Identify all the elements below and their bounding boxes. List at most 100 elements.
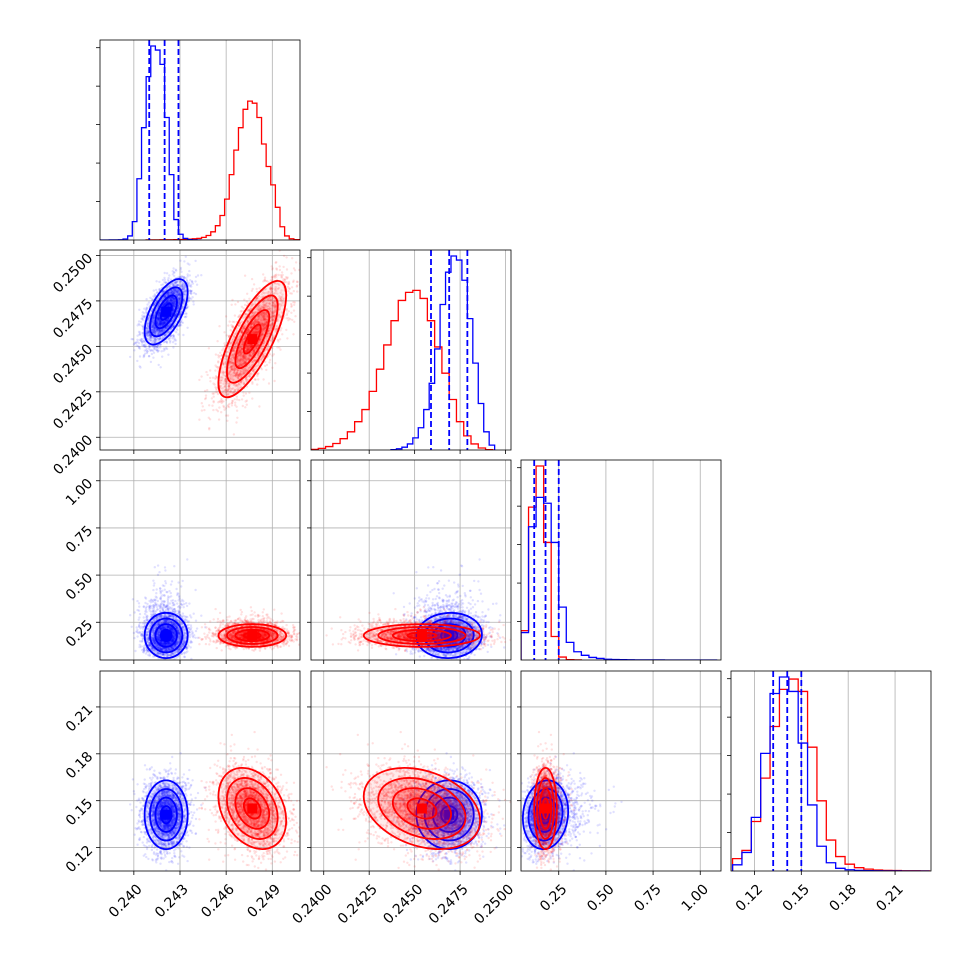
scatter-point bbox=[171, 297, 174, 300]
scatter-point bbox=[152, 316, 155, 319]
scatter-point bbox=[156, 322, 159, 326]
scatter-point bbox=[158, 328, 162, 332]
scatter-point bbox=[172, 334, 175, 337]
scatter-point bbox=[157, 322, 160, 325]
scatter-point bbox=[166, 278, 170, 282]
scatter-point bbox=[179, 276, 182, 279]
scatter-point bbox=[169, 299, 173, 302]
scatter-point bbox=[147, 330, 150, 333]
scatter-point bbox=[181, 287, 184, 291]
scatter-point bbox=[172, 291, 176, 294]
scatter-point bbox=[155, 344, 159, 348]
scatter-point bbox=[145, 327, 149, 330]
scatter-point bbox=[160, 298, 164, 301]
scatter-point bbox=[265, 368, 268, 372]
scatter-point bbox=[182, 282, 185, 286]
scatter-point bbox=[222, 400, 225, 403]
scatter-point bbox=[291, 257, 294, 260]
scatter-point bbox=[292, 289, 295, 293]
scatter-point bbox=[157, 311, 161, 315]
scatter-point bbox=[171, 296, 174, 300]
scatter-point bbox=[134, 341, 137, 344]
scatter-point bbox=[238, 398, 241, 402]
scatter-point bbox=[220, 411, 223, 414]
scatter-point bbox=[200, 409, 204, 412]
scatter-point bbox=[151, 325, 154, 328]
scatter-point bbox=[223, 331, 226, 334]
scatter-point bbox=[167, 318, 170, 321]
scatter-point bbox=[163, 322, 166, 326]
scatter-point bbox=[192, 300, 195, 303]
scatter-point bbox=[176, 288, 179, 291]
scatter-point bbox=[158, 312, 161, 316]
scatter-point bbox=[175, 290, 179, 294]
scatter-point bbox=[177, 305, 180, 309]
scatter-point bbox=[149, 335, 153, 338]
scatter-point bbox=[171, 308, 175, 311]
scatter-point bbox=[190, 289, 194, 293]
scatter-point bbox=[164, 302, 167, 305]
scatter-point bbox=[160, 324, 163, 327]
scatter-point bbox=[162, 347, 166, 350]
scatter-point bbox=[175, 289, 178, 292]
scatter-point bbox=[167, 291, 171, 295]
scatter-point bbox=[161, 328, 165, 331]
scatter-point bbox=[182, 290, 185, 294]
scatter-point bbox=[166, 331, 169, 334]
scatter-point bbox=[177, 296, 180, 300]
scatter-point bbox=[224, 407, 228, 410]
scatter-point bbox=[155, 339, 158, 342]
scatter-point bbox=[145, 333, 148, 337]
scatter-point bbox=[161, 321, 164, 325]
scatter-point bbox=[169, 299, 172, 302]
scatter-point bbox=[141, 316, 144, 319]
scatter-point bbox=[162, 323, 165, 326]
scatter-point bbox=[164, 295, 167, 298]
scatter-point bbox=[174, 281, 177, 284]
scatter-point bbox=[157, 331, 161, 334]
scatter-point bbox=[171, 273, 175, 276]
scatter-point bbox=[157, 314, 160, 317]
scatter-point bbox=[162, 290, 165, 293]
scatter-point bbox=[166, 292, 169, 295]
scatter-point bbox=[165, 319, 168, 322]
scatter-point bbox=[171, 337, 174, 340]
scatter-point bbox=[179, 296, 182, 300]
scatter-point bbox=[157, 320, 161, 323]
scatter-point bbox=[145, 349, 148, 352]
scatter-point bbox=[142, 355, 145, 359]
scatter-point bbox=[189, 285, 192, 288]
scatter-point bbox=[157, 316, 160, 319]
scatter-point bbox=[154, 329, 157, 332]
scatter-point bbox=[183, 276, 186, 279]
scatter-point bbox=[188, 291, 192, 295]
scatter-point bbox=[173, 302, 176, 306]
scatter-point bbox=[164, 320, 167, 324]
scatter-point bbox=[162, 321, 165, 325]
scatter-point bbox=[279, 329, 282, 332]
scatter-point bbox=[148, 336, 152, 339]
scatter-point bbox=[219, 351, 222, 354]
scatter-point bbox=[173, 298, 176, 301]
scatter-point bbox=[174, 290, 177, 293]
scatter-point bbox=[172, 305, 175, 308]
scatter-point bbox=[177, 302, 180, 305]
scatter-point bbox=[157, 319, 160, 322]
scatter-point bbox=[130, 337, 133, 341]
scatter-point bbox=[167, 353, 170, 356]
scatter-point bbox=[182, 288, 186, 291]
scatter-point bbox=[153, 294, 157, 297]
scatter-point bbox=[151, 319, 154, 322]
scatter-point bbox=[166, 325, 169, 329]
scatter-point bbox=[173, 289, 176, 292]
scatter-point bbox=[170, 289, 173, 293]
scatter-point bbox=[177, 294, 181, 297]
scatter-point bbox=[167, 324, 170, 327]
scatter-point bbox=[183, 288, 186, 291]
scatter-point bbox=[175, 280, 179, 283]
scatter-point bbox=[152, 316, 155, 319]
scatter-point bbox=[296, 280, 299, 284]
scatter-point bbox=[287, 290, 290, 293]
scatter-point bbox=[141, 332, 144, 335]
scatter-point bbox=[152, 340, 155, 343]
